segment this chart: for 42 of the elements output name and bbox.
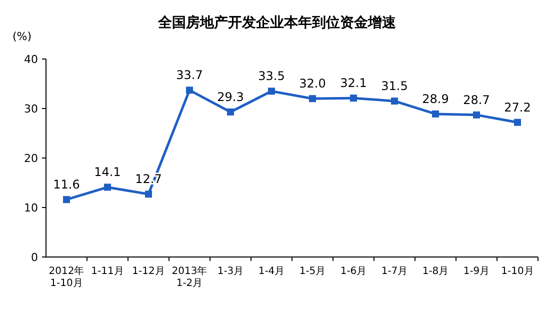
text: 11.6 (53, 178, 80, 192)
y-tick-label: 40 (24, 53, 38, 66)
point (514, 118, 521, 126)
x-tick-label: 1-4月 (258, 266, 285, 277)
x-tick-label: 1-6月 (340, 266, 367, 277)
text: 33.7 (176, 68, 203, 82)
x-tick-label: 1-12月 (132, 266, 165, 277)
text: 32.0 (299, 76, 326, 91)
point (227, 108, 234, 116)
text: 27.2 (504, 100, 531, 114)
text: 32.1 (340, 76, 367, 90)
y-tick-label: 20 (24, 152, 38, 165)
point (104, 184, 111, 191)
x-tick-label: 1-9月 (463, 266, 490, 277)
point (145, 190, 152, 198)
point (391, 98, 398, 105)
point (63, 196, 70, 204)
x-tick-label: 2012年 1-10月 (48, 265, 84, 289)
text: 28.7 (463, 92, 490, 107)
x-tick-label: 1-7月 (381, 266, 408, 277)
y-tick-label: 0 (31, 251, 38, 264)
y-tick-label: 10 (24, 202, 38, 214)
text: 28.9 (422, 92, 449, 106)
x-tick-label: 1-8月 (422, 266, 449, 277)
text: 33.5 (258, 69, 285, 84)
point (186, 86, 193, 94)
text: 14.1 (94, 165, 121, 180)
point (309, 95, 316, 102)
x-tick-label: 1-5月 (299, 266, 326, 277)
x-tick-label: 1-10月 (501, 266, 534, 277)
x-tick-label: 1-3月 (217, 266, 244, 277)
x-tick-label: 2013年 1-2月 (172, 265, 208, 289)
point (268, 88, 275, 95)
text: 29.3 (217, 90, 244, 104)
y-tick-label: 30 (24, 102, 38, 116)
text: 31.5 (381, 79, 408, 94)
y-axis-title: (%) (12, 30, 32, 43)
point (432, 110, 439, 118)
point (473, 111, 480, 118)
x-tick-label: 1-11月 (91, 266, 124, 277)
point (350, 94, 357, 102)
chart-title: 全国房地产开发企业本年到位资金增速 (157, 14, 397, 31)
